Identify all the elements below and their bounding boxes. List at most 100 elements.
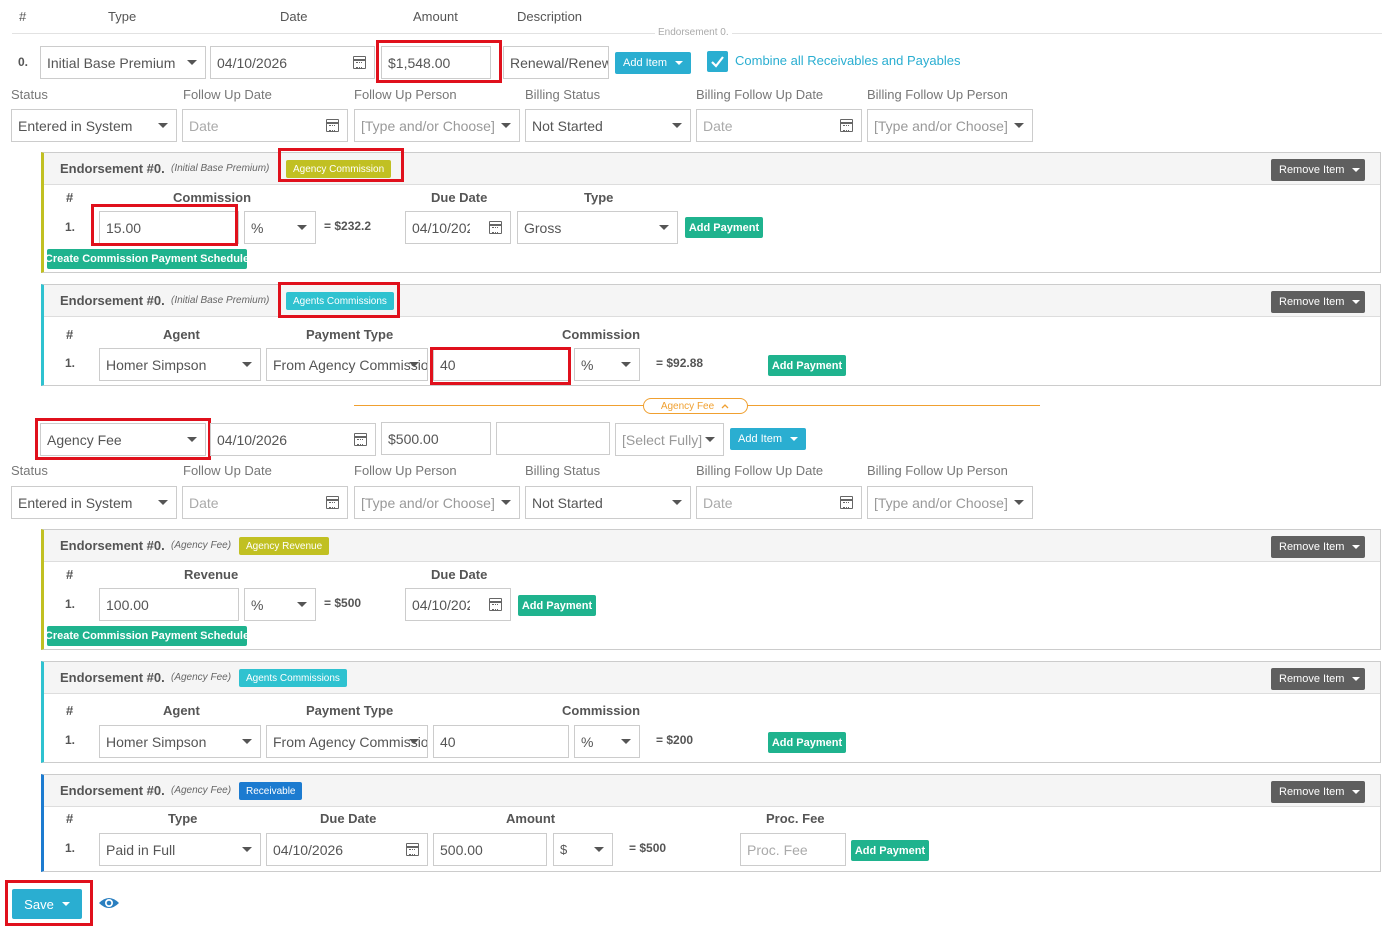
create-payment-schedule-button[interactable]: Create Commission Payment Schedule	[45, 249, 249, 269]
item-type-select[interactable]: Initial Base Premium	[40, 46, 206, 79]
agent-select[interactable]: Homer Simpson	[99, 348, 261, 381]
agent-select[interactable]: Homer Simpson	[99, 725, 261, 758]
highlight-agency-commission	[278, 148, 404, 182]
add-payment-button[interactable]: Add Payment	[685, 217, 763, 238]
col-amount: Amount	[413, 9, 458, 24]
billing-status-select[interactable]: Not Started	[525, 109, 691, 142]
item-description-input[interactable]: Renewal/Renewal	[503, 46, 609, 79]
remove-item-button[interactable]: Remove Item	[1271, 781, 1365, 803]
panel-title: Endorsement #0.	[60, 670, 165, 685]
chevron-down-icon	[242, 739, 252, 744]
add-item-button[interactable]: Add Item	[730, 428, 807, 450]
calendar-icon	[840, 119, 853, 132]
agents-commissions-badge: Agents Commissions	[286, 292, 394, 310]
combine-label[interactable]: Combine all Receivables and Payables	[735, 53, 961, 68]
status-select[interactable]: Entered in System	[11, 486, 177, 519]
add-item-button[interactable]: Add Item	[615, 52, 692, 74]
col-revenue: Revenue	[184, 567, 239, 582]
item-type-value: Agency Fee	[47, 431, 122, 448]
chevron-down-icon	[1014, 123, 1024, 128]
remove-item-button[interactable]: Remove Item	[1271, 159, 1365, 181]
revenue-unit-select[interactable]: %	[244, 588, 316, 621]
status-value: Entered in System	[18, 494, 133, 511]
proc-fee-input[interactable]: Proc. Fee	[740, 833, 846, 866]
agency-revenue-panel: Endorsement #0. (Agency Fee) Agency Reve…	[41, 529, 1381, 650]
preview-eye-icon[interactable]	[98, 895, 120, 914]
follow-up-person-select[interactable]: [Type and/or Choose]	[354, 109, 520, 142]
highlight-agent-commission-input	[430, 347, 571, 385]
remove-item-button[interactable]: Remove Item	[1271, 536, 1365, 558]
item-amount-input[interactable]: $500.00	[381, 422, 491, 455]
commission-input[interactable]: 15.00	[99, 211, 239, 244]
agent-commission-unit-select[interactable]: %	[574, 348, 640, 381]
row-number: 1.	[65, 733, 76, 747]
due-date-input[interactable]: 04/10/2026	[405, 211, 511, 244]
col-agent: Agent	[163, 327, 200, 342]
col-due-date: Due Date	[431, 567, 488, 582]
combine-checkbox[interactable]	[707, 51, 728, 72]
status-select[interactable]: Entered in System	[11, 109, 177, 142]
add-payment-button[interactable]: Add Payment	[768, 355, 846, 376]
item-type-select[interactable]: Agency Fee	[40, 423, 206, 456]
chevron-down-icon	[501, 123, 511, 128]
item-date-input[interactable]: 04/10/2026	[210, 423, 376, 456]
chevron-down-icon	[659, 225, 669, 230]
item-description-input[interactable]	[496, 422, 610, 455]
chevron-down-icon	[1352, 545, 1361, 549]
col-type: Type	[584, 190, 614, 205]
item-date-input[interactable]: 04/10/2026	[210, 46, 375, 79]
revenue-input[interactable]: 100.00	[99, 588, 239, 621]
agent-commission-input[interactable]: 40	[433, 725, 569, 758]
chevron-down-icon	[409, 362, 419, 367]
receivable-unit-select[interactable]: $	[553, 833, 613, 866]
follow-up-person-select[interactable]: [Type and/or Choose]	[354, 486, 520, 519]
billing-follow-up-date-input[interactable]: Date	[696, 109, 862, 142]
remove-item-label: Remove Item	[1279, 296, 1345, 308]
remove-item-button[interactable]: Remove Item	[1271, 291, 1365, 313]
receivable-due-date-input[interactable]: 04/10/2026	[266, 833, 428, 866]
col-type: Type	[168, 811, 198, 826]
chevron-down-icon	[187, 60, 197, 65]
agency-fee-divider-toggle[interactable]: Agency Fee	[643, 398, 748, 414]
billing-follow-up-person-select[interactable]: [Type and/or Choose]	[867, 486, 1033, 519]
col-num: #	[66, 811, 74, 826]
row-number: 1.	[65, 356, 76, 370]
billing-status-select[interactable]: Not Started	[525, 486, 691, 519]
remove-item-button[interactable]: Remove Item	[1271, 668, 1365, 690]
follow-up-person-label: Follow Up Person	[354, 463, 457, 478]
agent-commission-unit-select[interactable]: %	[574, 725, 640, 758]
chevron-down-icon	[1352, 790, 1361, 794]
billing-follow-up-date-input[interactable]: Date	[696, 486, 862, 519]
chevron-down-icon	[158, 500, 168, 505]
receivable-type-select[interactable]: Paid in Full	[99, 833, 261, 866]
col-due-date: Due Date	[431, 190, 488, 205]
add-payment-button[interactable]: Add Payment	[851, 840, 929, 861]
save-button[interactable]: Save	[12, 889, 82, 919]
col-num: #	[66, 703, 74, 718]
billing-follow-up-person-select[interactable]: [Type and/or Choose]	[867, 109, 1033, 142]
billing-follow-up-person-label: Billing Follow Up Person	[867, 87, 1008, 102]
follow-up-date-input[interactable]: Date	[182, 109, 348, 142]
commission-type-select[interactable]: Gross	[517, 211, 678, 244]
chevron-up-icon	[721, 404, 729, 409]
chevron-down-icon	[242, 847, 252, 852]
agent-commission-unit-value: %	[581, 733, 594, 750]
item-select-fully[interactable]: [Select Fully]	[615, 423, 724, 456]
chevron-down-icon	[594, 847, 604, 852]
item-amount-input[interactable]: $1,548.00	[381, 46, 491, 79]
agency-commission-badge: Agency Commission	[286, 160, 392, 178]
agent-value: Homer Simpson	[106, 733, 207, 750]
due-date-input[interactable]: 04/10/2026	[405, 588, 511, 621]
create-payment-schedule-button[interactable]: Create Commission Payment Schedule	[45, 626, 249, 646]
follow-up-date-input[interactable]: Date	[182, 486, 348, 519]
receivable-amount-input[interactable]: 500.00	[433, 833, 547, 866]
payment-type-select[interactable]: From Agency Commission	[266, 725, 428, 758]
add-payment-button[interactable]: Add Payment	[518, 595, 596, 616]
calendar-icon	[326, 119, 339, 132]
col-num: #	[66, 567, 74, 582]
add-payment-button[interactable]: Add Payment	[768, 732, 846, 753]
remove-item-label: Remove Item	[1279, 786, 1345, 798]
commission-unit-select[interactable]: %	[244, 211, 316, 244]
follow-up-person-placeholder: [Type and/or Choose]	[361, 494, 495, 511]
payment-type-select[interactable]: From Agency Commission	[266, 348, 428, 381]
